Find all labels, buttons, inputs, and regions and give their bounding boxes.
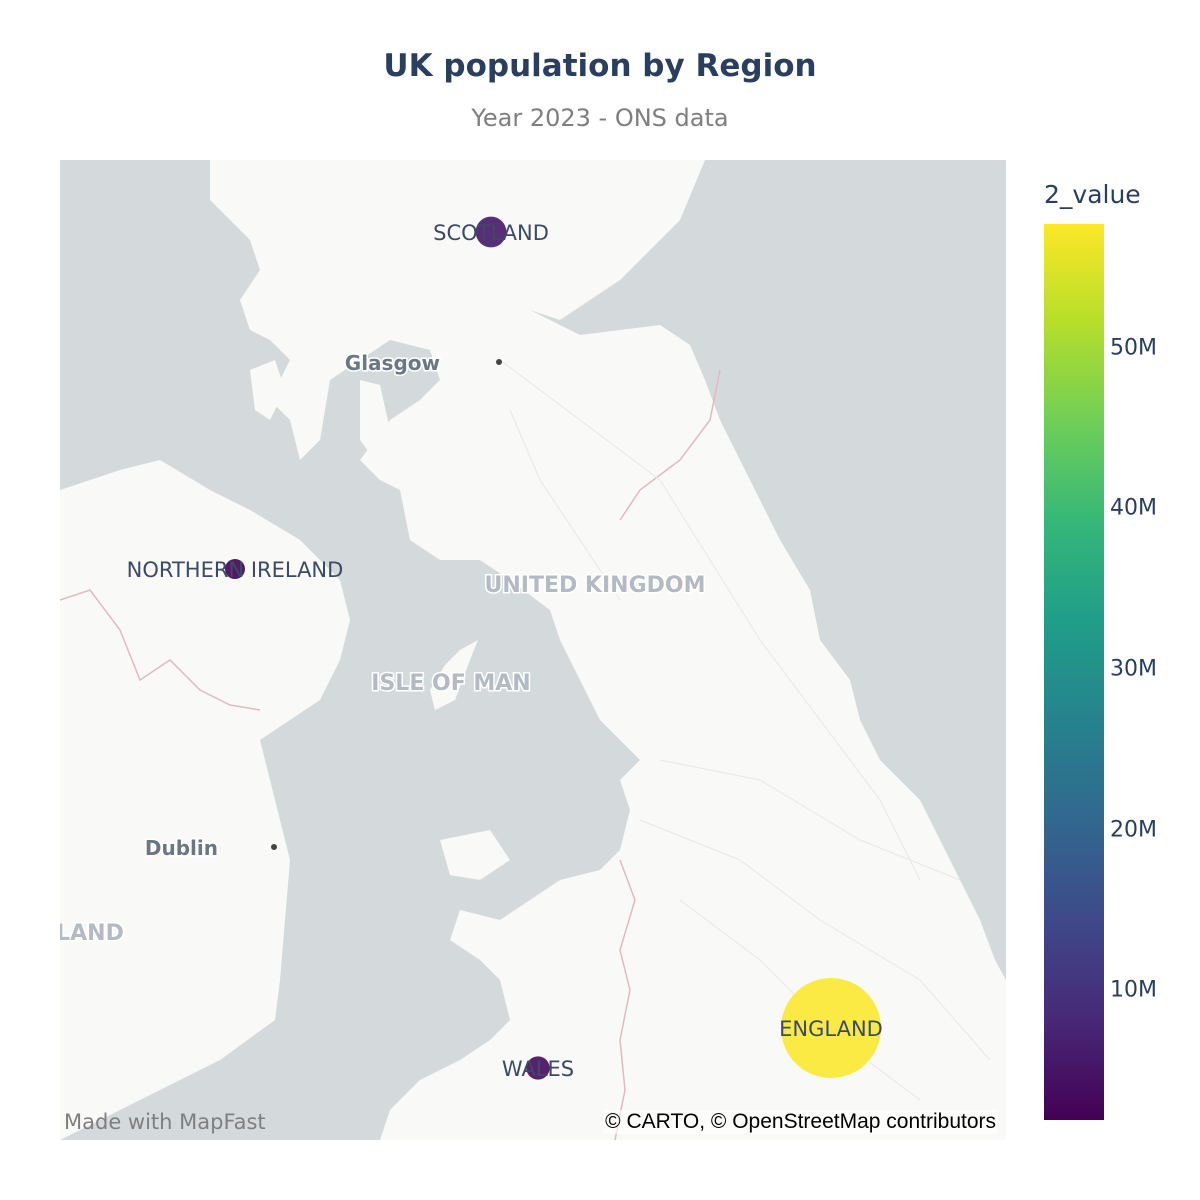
point-label-wales: WALES (502, 1057, 574, 1081)
chart-title: UK population by Region (383, 48, 817, 84)
place-labels: Glasgow Dublin UNITED KINGDOM ISLE OF MAN LA… (60, 350, 707, 948)
road-network (499, 359, 991, 1101)
place-label-united-kingdom: UNITED KINGDOM (485, 573, 706, 598)
point-label-northern-ireland: NORTHERN IRELAND (127, 558, 344, 582)
colorbar-tick-50m: 50M (1110, 335, 1157, 361)
landmass-scotland (210, 160, 1006, 1140)
attribution[interactable]: © CARTO, © OpenStreetMap contributors (603, 1110, 998, 1134)
border-northern-ireland (60, 589, 261, 711)
place-label-glasgow: Glasgow (345, 351, 440, 375)
colorbar (1044, 224, 1104, 1120)
landmass-ireland (60, 460, 350, 1140)
colorbar-title: 2_value (1044, 180, 1141, 209)
map-canvas[interactable]: Glasgow Dublin UNITED KINGDOM ISLE OF MAN LA… (60, 160, 1006, 1140)
point-england[interactable] (781, 978, 881, 1078)
border-england-scotland (619, 369, 721, 521)
landmass-anglesey (440, 830, 510, 880)
place-label-isle-of-man: ISLE OF MAN (371, 671, 530, 696)
place-label-land: LAND (60, 921, 124, 946)
colorbar-tick-20m: 20M (1110, 817, 1157, 843)
colorbar-tick-40m: 40M (1110, 495, 1157, 521)
place-label-dublin: Dublin (145, 836, 218, 860)
border-wales-england (614, 859, 636, 1140)
landmass-isle-of-man (430, 640, 478, 710)
colorbar-tick-30m: 30M (1110, 656, 1157, 682)
point-scotland[interactable] (475, 216, 507, 248)
data-points[interactable]: SCOTLAND NORTHERN IRELAND WALES ENGLAND (127, 216, 883, 1081)
city-markers (271, 359, 502, 850)
city-dot-glasgow (496, 359, 502, 365)
point-label-scotland: SCOTLAND (433, 221, 549, 245)
city-dot-dublin (271, 844, 277, 850)
point-wales[interactable] (526, 1056, 550, 1080)
point-northern-ireland[interactable] (225, 559, 245, 579)
chart-subtitle: Year 2023 - ONS data (471, 104, 729, 132)
watermark: Made with MapFast (64, 1110, 266, 1134)
colorbar-tick-10m: 10M (1110, 977, 1157, 1003)
map-area[interactable]: Glasgow Dublin UNITED KINGDOM ISLE OF MAN LA… (60, 160, 1006, 1140)
point-label-england: ENGLAND (779, 1017, 883, 1041)
landmass-islands (250, 360, 390, 460)
